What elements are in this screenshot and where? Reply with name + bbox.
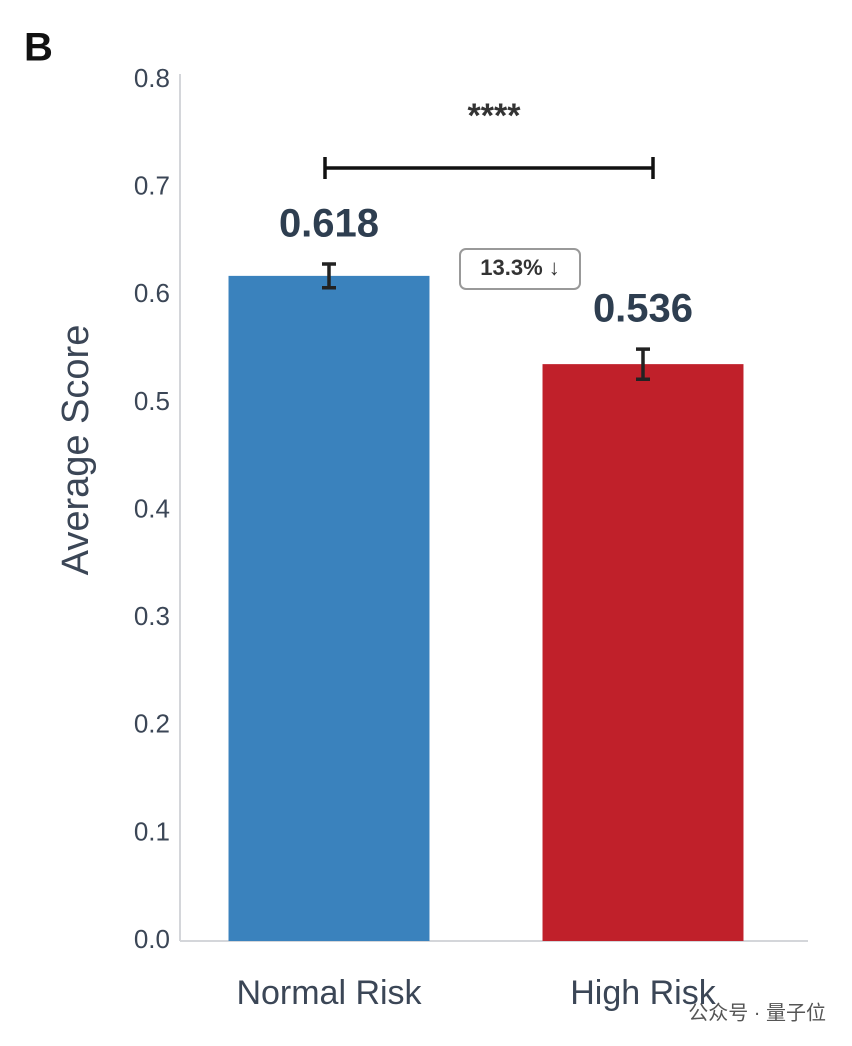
y-tick-label: 0.2 [134, 709, 170, 739]
change-box [459, 248, 581, 290]
y-tick-label: 0.0 [134, 924, 170, 954]
value-label: 0.536 [593, 287, 693, 331]
y-tick-label: 0.8 [134, 63, 170, 93]
y-tick-label: 0.5 [134, 386, 170, 416]
change-label: 13.3% ↓ [480, 255, 560, 280]
x-tick-label: Normal Risk [236, 974, 422, 1012]
y-axis-label: Average Score [55, 325, 97, 576]
bar [228, 275, 430, 941]
y-tick-label: 0.7 [134, 171, 170, 201]
x-tick-label: High Risk [570, 974, 716, 1012]
significance-label: **** [468, 97, 522, 135]
bar [542, 364, 744, 941]
value-label: 0.618 [279, 202, 379, 246]
watermark: 公众号 · 量子位 [688, 1001, 826, 1024]
y-tick-label: 0.1 [134, 816, 170, 846]
significance-bracket [323, 157, 655, 179]
y-tick-label: 0.4 [134, 493, 170, 523]
y-tick-label: 0.6 [134, 278, 170, 308]
y-tick-label: 0.3 [134, 601, 170, 631]
error-bar [322, 262, 336, 290]
panel-label: B [24, 26, 53, 70]
error-bar [636, 347, 650, 381]
